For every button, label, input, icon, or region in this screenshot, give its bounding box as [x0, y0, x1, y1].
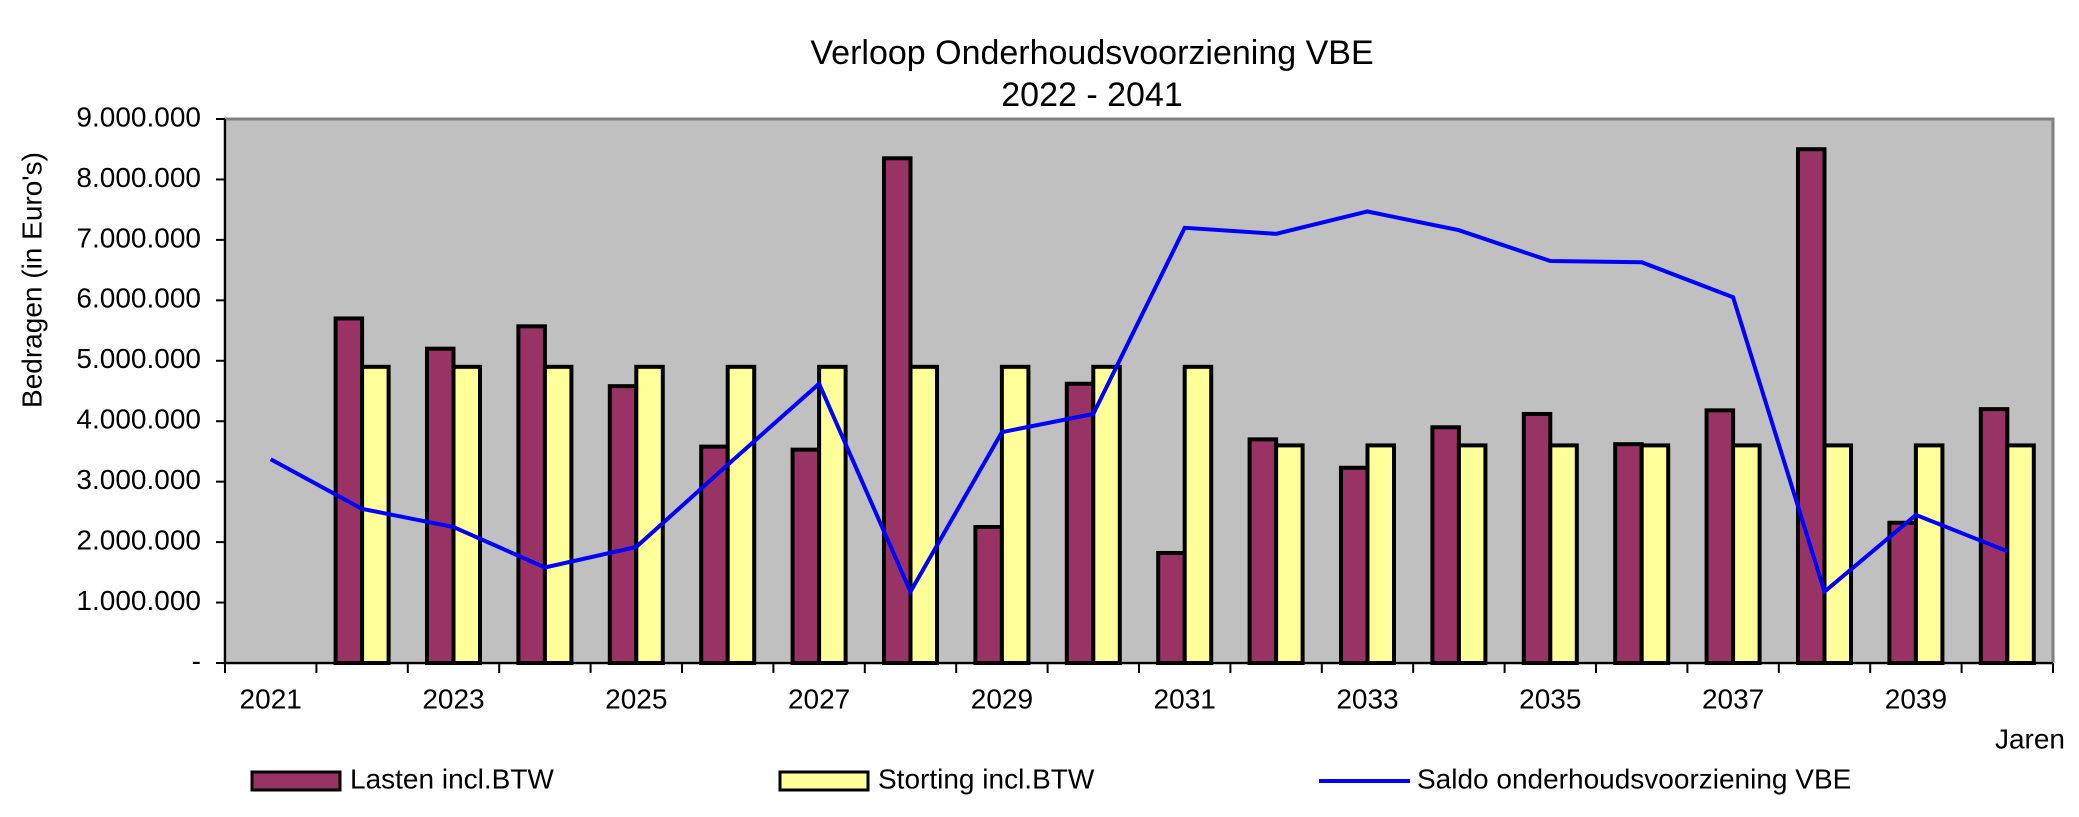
bar [333, 316, 365, 665]
bar [973, 525, 1004, 665]
bar [790, 447, 822, 665]
bar [1064, 381, 1096, 665]
y-tick-label: 7.000.000 [76, 222, 201, 253]
bar [725, 364, 757, 665]
bar [1247, 437, 1279, 665]
bar [908, 364, 940, 665]
y-tick-label: 5.000.000 [76, 343, 201, 374]
y-tick-label: 3.000.000 [76, 464, 201, 495]
x-tick-label: 2031 [1154, 683, 1216, 714]
y-tick-label: 4.000.000 [76, 404, 201, 435]
bar [1274, 443, 1305, 665]
bar [634, 364, 665, 665]
bar [1338, 465, 1370, 665]
x-tick-label: 2021 [240, 683, 302, 714]
x-tick-label: 2039 [1885, 683, 1947, 714]
legend-swatch [250, 770, 342, 792]
y-axis-label: Bedragen (in Euro's) [16, 152, 47, 408]
bar [516, 324, 547, 665]
legend-swatch [778, 770, 870, 792]
legend-label: Storting incl.BTW [878, 763, 1095, 794]
x-tick-label: 2025 [605, 683, 667, 714]
bar [1613, 442, 1644, 665]
bar [1913, 443, 1945, 665]
bar [1430, 425, 1461, 665]
bar [607, 384, 639, 665]
bar [1156, 550, 1187, 665]
bar [1704, 408, 1736, 665]
bar [424, 346, 456, 665]
bar [542, 364, 574, 665]
bar [1182, 364, 1214, 665]
y-tick-label: - [192, 645, 201, 676]
line-series [269, 209, 2009, 597]
bar [1822, 443, 1854, 665]
bar [1731, 443, 1762, 665]
bar [1456, 443, 1488, 665]
bar [2005, 443, 2036, 665]
chart-title: Verloop Onderhoudsvoorziening VBE [810, 34, 1373, 72]
bar [1639, 443, 1671, 665]
legend-label: Saldo onderhoudsvoorziening VBE [1417, 763, 1851, 794]
bar [999, 364, 1031, 665]
y-tick-label: 2.000.000 [76, 525, 201, 556]
x-tick-label: 2033 [1336, 683, 1398, 714]
x-axis-label: Jaren [1995, 723, 2065, 754]
bar [1795, 147, 1827, 665]
y-tick-label: 8.000.000 [76, 162, 201, 193]
bar [1091, 364, 1122, 665]
y-tick-label: 1.000.000 [76, 585, 201, 616]
y-tick-label: 9.000.000 [76, 101, 201, 132]
x-tick-label: 2035 [1519, 683, 1581, 714]
bar [1521, 411, 1553, 666]
x-tick-label: 2037 [1702, 683, 1764, 714]
bar [1887, 520, 1918, 665]
chart-subtitle: 2022 - 2041 [1001, 76, 1183, 114]
x-tick-label: 2027 [788, 683, 850, 714]
x-tick-label: 2023 [422, 683, 484, 714]
y-tick-label: 6.000.000 [76, 283, 201, 314]
plot-area [223, 117, 2055, 665]
bar [451, 364, 483, 665]
bar [1365, 443, 1397, 665]
legend-label: Lasten incl.BTW [350, 763, 554, 794]
x-tick-label: 2029 [971, 683, 1033, 714]
bar [1548, 443, 1579, 665]
bar [1978, 407, 2010, 665]
